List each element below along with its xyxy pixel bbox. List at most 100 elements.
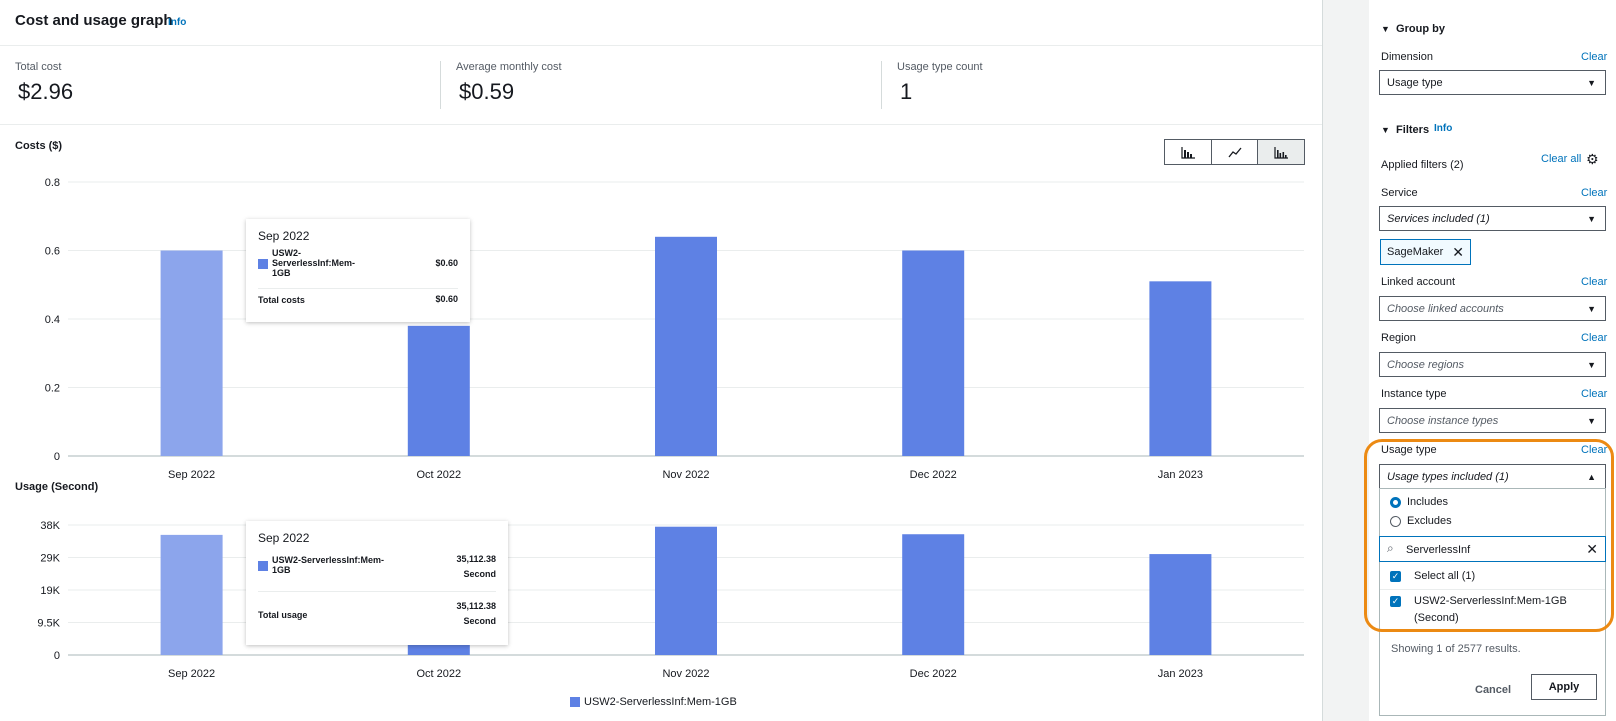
line-chart-icon[interactable] [1212, 140, 1259, 164]
x-tick-label: Sep 2022 [168, 668, 215, 680]
panel-splitter[interactable] [1322, 0, 1323, 721]
legend-swatch [570, 697, 580, 707]
chart-type-toggle [1164, 139, 1305, 165]
apply-button[interactable]: Apply [1531, 674, 1597, 700]
clear-search-icon[interactable]: ✕ [1586, 541, 1598, 557]
select-all-checkbox[interactable]: ✓ [1390, 571, 1401, 582]
bar [1149, 281, 1212, 456]
y-tick-label: 19K [40, 585, 60, 597]
includes-radio[interactable] [1390, 497, 1401, 508]
usage-tooltip: Sep 2022 USW2-ServerlessInf:Mem- 1GB 35,… [246, 521, 508, 645]
tooltip-title: Sep 2022 [258, 229, 310, 243]
x-tick-label: Oct 2022 [416, 668, 461, 680]
y-tick-label: 0.8 [45, 177, 60, 189]
bar [655, 526, 717, 655]
bar [160, 534, 223, 655]
x-tick-label: Sep 2022 [168, 469, 215, 480]
instance-type-clear-link[interactable]: Clear [1581, 388, 1608, 400]
instance-type-select[interactable]: Choose instance types ▼ [1379, 408, 1606, 433]
linked-account-label: Linked account [1381, 276, 1455, 288]
y-tick-label: 0 [54, 650, 60, 662]
tooltip-divider [258, 288, 458, 289]
dimension-label: Dimension [1381, 51, 1433, 63]
usage-chart-title: Usage (Second) [15, 481, 99, 493]
usage-type-clear-link[interactable]: Clear [1581, 444, 1608, 456]
chart-legend[interactable]: USW2-ServerlessInf:Mem-1GB [570, 696, 737, 708]
x-tick-label: Oct 2022 [416, 469, 461, 480]
tooltip-series-name: USW2-ServerlessInf:Mem- 1GB [272, 555, 385, 575]
tooltip-divider [258, 591, 496, 592]
dimension-select[interactable]: Usage type ▼ [1379, 70, 1606, 95]
stat-usage-type-count: Usage type count 1 [897, 61, 983, 105]
excludes-radio[interactable] [1390, 516, 1401, 527]
bar [407, 325, 470, 456]
chip-label: SageMaker [1387, 246, 1444, 258]
includes-label[interactable]: Includes [1407, 496, 1448, 508]
excludes-label[interactable]: Excludes [1407, 515, 1452, 527]
service-label: Service [1381, 187, 1418, 199]
service-select[interactable]: Services included (1) ▼ [1379, 206, 1606, 231]
x-tick-label: Jan 2023 [1158, 469, 1203, 480]
caret-down-icon: ▼ [1381, 125, 1390, 135]
caret-down-icon: ▼ [1587, 78, 1596, 88]
y-tick-label: 0.2 [45, 383, 60, 395]
bar [902, 534, 965, 655]
usage-option-checkbox[interactable]: ✓ [1390, 596, 1401, 607]
usage-option-unit: (Second) [1414, 612, 1459, 624]
y-tick-label: 0 [54, 451, 60, 463]
y-tick-label: 0.6 [45, 246, 60, 258]
linked-account-select[interactable]: Choose linked accounts ▼ [1379, 296, 1606, 321]
cost-tooltip: Sep 2022 USW2- ServerlessInf:Mem- 1GB $0… [246, 219, 470, 322]
cancel-button[interactable]: Cancel [1475, 684, 1512, 696]
filters-info-link[interactable]: Info [1434, 123, 1453, 134]
bar [655, 236, 717, 456]
usage-type-select[interactable]: Usage types included (1) ▲ [1379, 464, 1606, 489]
stat-label: Average monthly cost [456, 61, 562, 73]
info-link[interactable]: Info [168, 17, 187, 28]
clear-all-link[interactable]: Clear all [1541, 153, 1582, 165]
linked-account-placeholder: Choose linked accounts [1387, 303, 1504, 315]
dimension-clear-link[interactable]: Clear [1581, 51, 1608, 63]
filters-heading[interactable]: ▼ Filters [1381, 124, 1429, 136]
y-tick-label: 29K [40, 553, 60, 565]
bar [160, 250, 223, 456]
usage-option-label[interactable]: USW2-ServerlessInf:Mem-1GB [1414, 595, 1567, 607]
applied-filters-label: Applied filters (2) [1381, 159, 1464, 171]
close-icon[interactable]: ✕ [1452, 244, 1464, 260]
grouped-bar-icon[interactable] [1258, 140, 1305, 164]
legend-label: USW2-ServerlessInf:Mem-1GB [584, 696, 737, 708]
bar [1149, 554, 1212, 655]
page-title: Cost and usage graph [15, 12, 173, 29]
caret-up-icon: ▲ [1587, 472, 1596, 482]
y-tick-label: 0.4 [45, 314, 60, 326]
stat-divider [440, 61, 441, 109]
region-clear-link[interactable]: Clear [1581, 332, 1608, 344]
tooltip-total-value: $0.60 [435, 294, 458, 304]
service-value: Services included (1) [1387, 213, 1490, 225]
caret-down-icon: ▼ [1587, 360, 1596, 370]
stat-value: $0.59 [459, 79, 515, 104]
group-by-label: Group by [1396, 23, 1445, 35]
caret-down-icon: ▼ [1587, 304, 1596, 314]
filters-label: Filters [1396, 124, 1430, 136]
instance-type-placeholder: Choose instance types [1387, 415, 1499, 427]
y-tick-label: 38K [40, 520, 60, 532]
summary-stats: Total cost $2.96 Average monthly cost $0… [0, 47, 1322, 125]
stat-total-cost: Total cost $2.96 [15, 61, 73, 105]
linked-account-clear-link[interactable]: Clear [1581, 276, 1608, 288]
service-clear-link[interactable]: Clear [1581, 187, 1608, 199]
stat-value: $2.96 [18, 79, 74, 104]
bar [902, 250, 965, 456]
caret-down-icon: ▼ [1587, 214, 1596, 224]
stacked-bar-icon[interactable] [1165, 140, 1212, 164]
cost-chart-title: Costs ($) [15, 140, 63, 152]
gear-icon[interactable]: ⚙ [1586, 151, 1599, 167]
stat-average-monthly-cost: Average monthly cost $0.59 [456, 61, 562, 105]
group-by-heading[interactable]: ▼ Group by [1381, 23, 1445, 35]
stat-label: Total cost [15, 61, 62, 73]
select-all-label[interactable]: Select all (1) [1414, 570, 1476, 582]
usage-type-search[interactable]: ⌕ ServerlessInf ✕ [1379, 536, 1606, 562]
region-select[interactable]: Choose regions ▼ [1379, 352, 1606, 377]
tooltip-swatch [258, 259, 268, 269]
x-tick-label: Nov 2022 [662, 469, 709, 480]
